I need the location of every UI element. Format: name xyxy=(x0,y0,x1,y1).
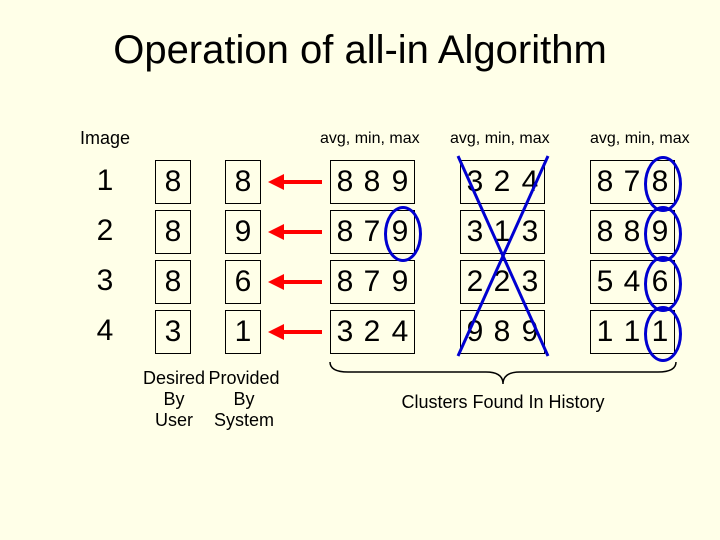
circle-highlight xyxy=(644,256,682,312)
cluster-c-cell: 8 xyxy=(590,210,619,254)
cluster-a-cell: 8 xyxy=(330,260,359,304)
header-avgminmax-a: avg, min, max xyxy=(320,130,420,148)
circle-highlight xyxy=(644,156,682,212)
cluster-c-cell: 1 xyxy=(590,310,619,354)
provided-cell: 9 xyxy=(225,210,261,254)
cluster-c-cell: 8 xyxy=(590,160,619,204)
header-image: Image xyxy=(80,128,130,149)
desired-cell: 8 xyxy=(155,260,191,304)
cluster-c-cell: 5 xyxy=(590,260,619,304)
image-num-1: 1 xyxy=(90,164,120,198)
image-num-2: 2 xyxy=(90,214,120,248)
provided-label: Provided By System xyxy=(208,368,280,431)
cross-icon xyxy=(454,152,552,360)
cluster-a-cell: 9 xyxy=(386,260,415,304)
cluster-a-cell: 8 xyxy=(330,210,359,254)
image-num-3: 3 xyxy=(90,264,120,298)
cluster-a-cell: 7 xyxy=(358,260,386,304)
arrow-icon xyxy=(268,320,323,344)
arrow-icon xyxy=(268,220,323,244)
cluster-a-cell: 2 xyxy=(358,310,386,354)
brace-icon xyxy=(328,360,678,390)
desired-cell: 8 xyxy=(155,160,191,204)
clusters-label: Clusters Found In History xyxy=(330,392,676,413)
cluster-a-cell: 3 xyxy=(330,310,359,354)
cluster-a-cell: 4 xyxy=(386,310,415,354)
arrow-icon xyxy=(268,270,323,294)
header-avgminmax-b: avg, min, max xyxy=(450,130,550,148)
cluster-c-cell: 8 xyxy=(618,210,646,254)
circle-highlight xyxy=(384,206,422,262)
image-num-4: 4 xyxy=(90,314,120,348)
desired-cell: 8 xyxy=(155,210,191,254)
provided-cell: 8 xyxy=(225,160,261,204)
cluster-a-cell: 7 xyxy=(358,210,386,254)
cluster-a-cell: 9 xyxy=(386,160,415,204)
cluster-a-cell: 8 xyxy=(358,160,386,204)
cluster-c-cell: 1 xyxy=(618,310,646,354)
circle-highlight xyxy=(644,206,682,262)
provided-cell: 1 xyxy=(225,310,261,354)
circle-highlight xyxy=(644,306,682,362)
cluster-a-cell: 8 xyxy=(330,160,359,204)
cluster-c-cell: 4 xyxy=(618,260,646,304)
desired-label: Desired By User xyxy=(138,368,210,431)
header-avgminmax-c: avg, min, max xyxy=(590,130,690,148)
desired-cell: 3 xyxy=(155,310,191,354)
arrow-icon xyxy=(268,170,323,194)
provided-cell: 6 xyxy=(225,260,261,304)
cluster-c-cell: 7 xyxy=(618,160,646,204)
page-title: Operation of all-in Algorithm xyxy=(0,28,720,73)
